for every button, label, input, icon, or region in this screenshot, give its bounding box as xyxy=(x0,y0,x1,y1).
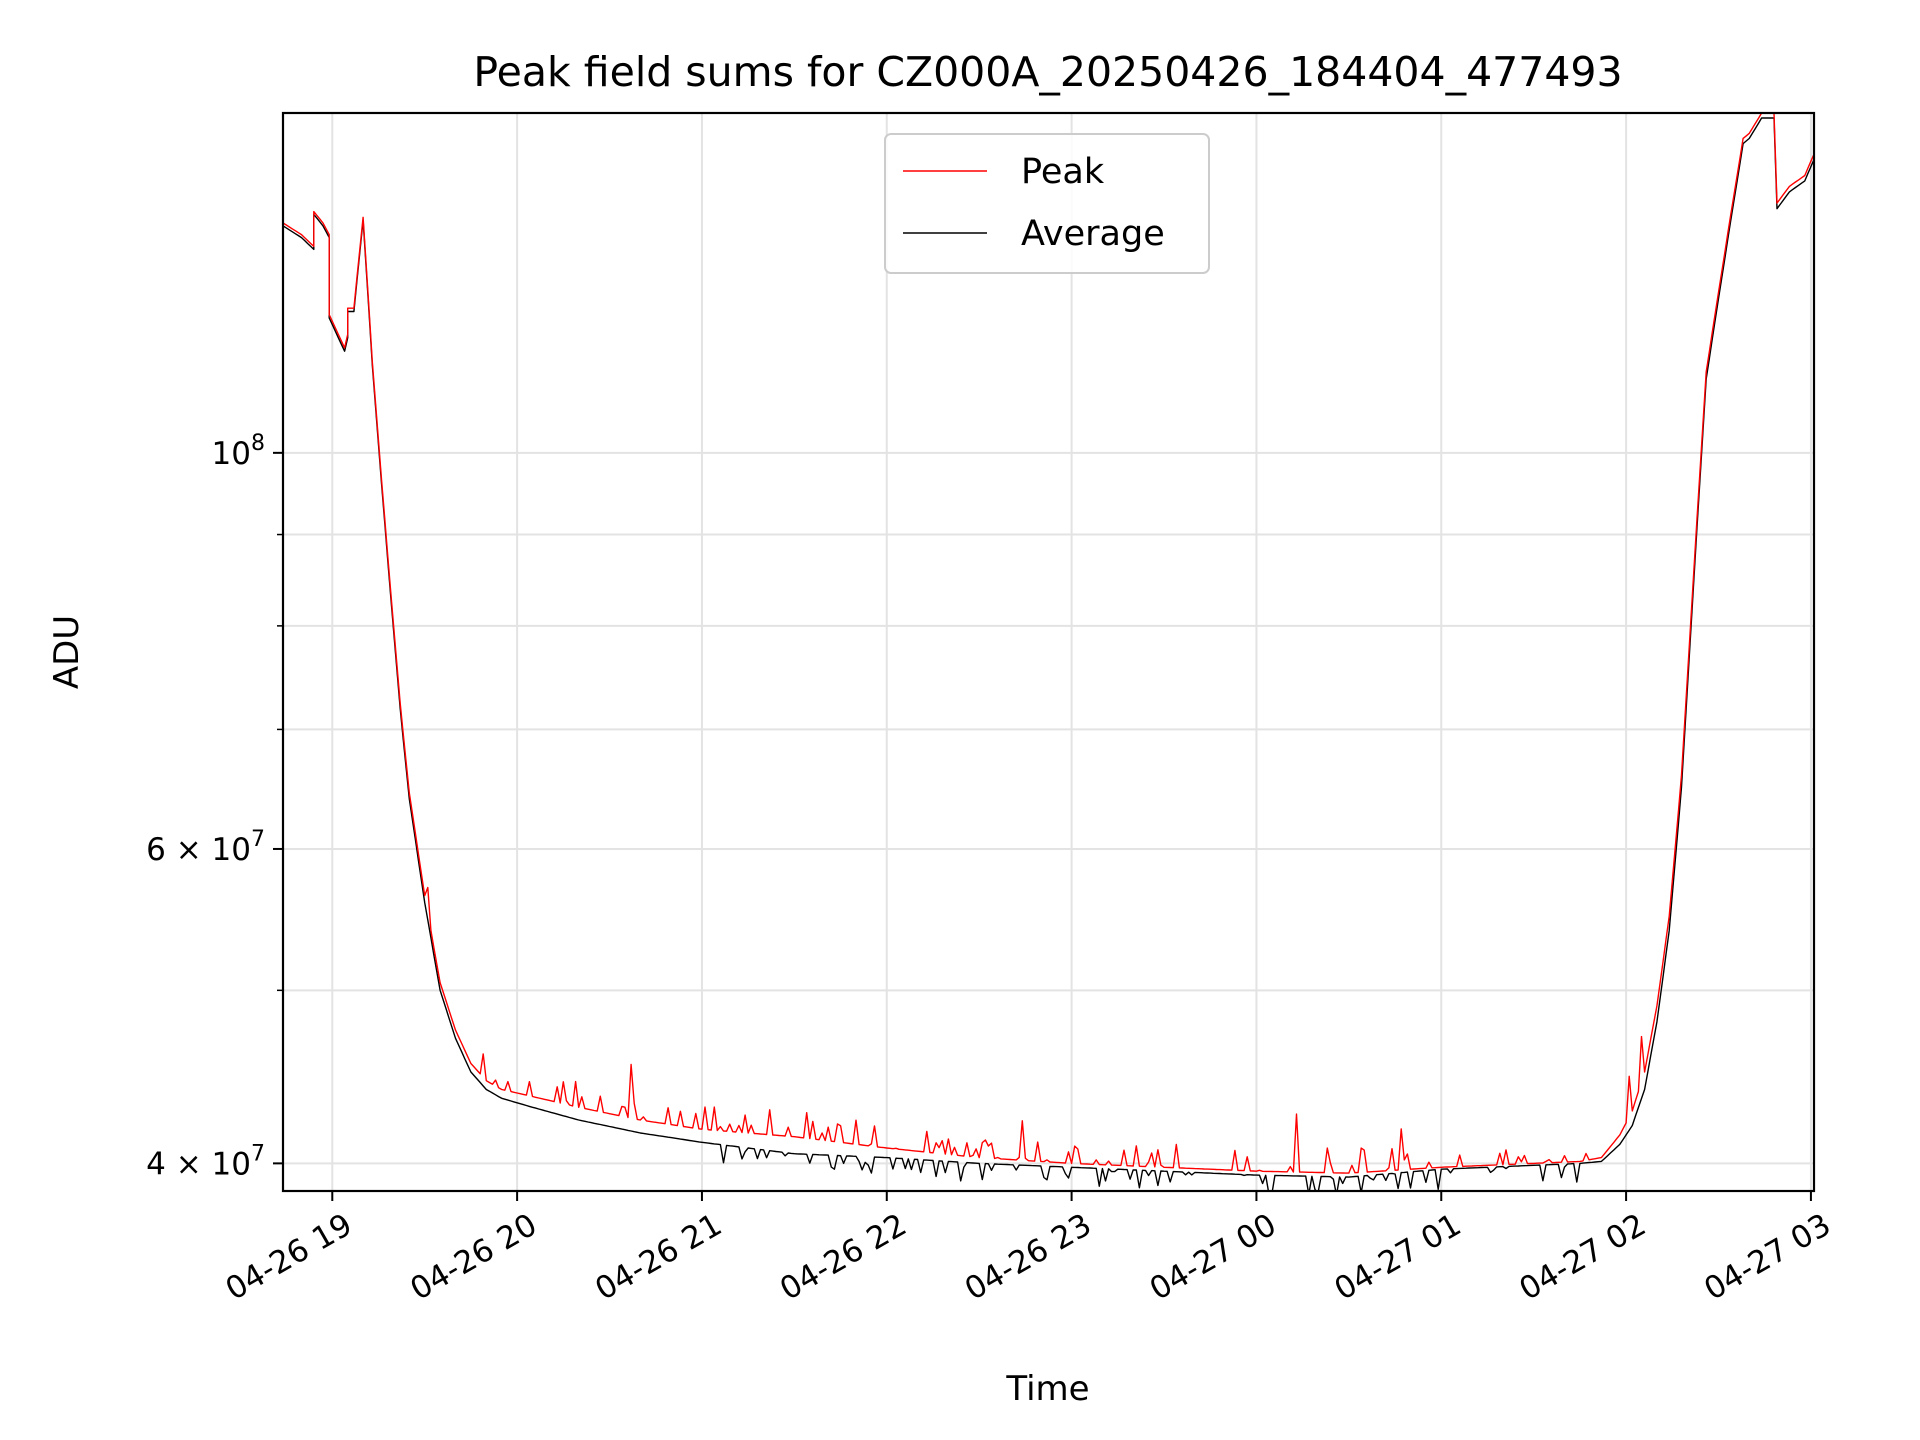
series-layer xyxy=(283,113,1814,1191)
series-line-average xyxy=(283,117,1814,1191)
chart-title: Peak field sums for CZ000A_20250426_1844… xyxy=(473,48,1622,96)
legend-label-average: Average xyxy=(1021,214,1165,254)
legend: Peak Average xyxy=(884,133,1210,274)
series-line-peak xyxy=(283,113,1814,1174)
x-axis-label: Time xyxy=(1005,1369,1089,1409)
y-tick-label: 4 × 107 xyxy=(146,1141,265,1182)
plot-frame xyxy=(281,111,1816,1193)
y-axis-ticks: 4 × 107 6 × 107 108 xyxy=(146,431,283,1182)
legend-label-peak: Peak xyxy=(1021,152,1105,192)
legend-box xyxy=(884,133,1210,274)
y-tick-label: 108 xyxy=(212,431,265,472)
y-tick-label: 6 × 107 xyxy=(146,827,265,868)
y-axis-label: ADU xyxy=(47,615,87,689)
grid xyxy=(283,113,1814,1191)
